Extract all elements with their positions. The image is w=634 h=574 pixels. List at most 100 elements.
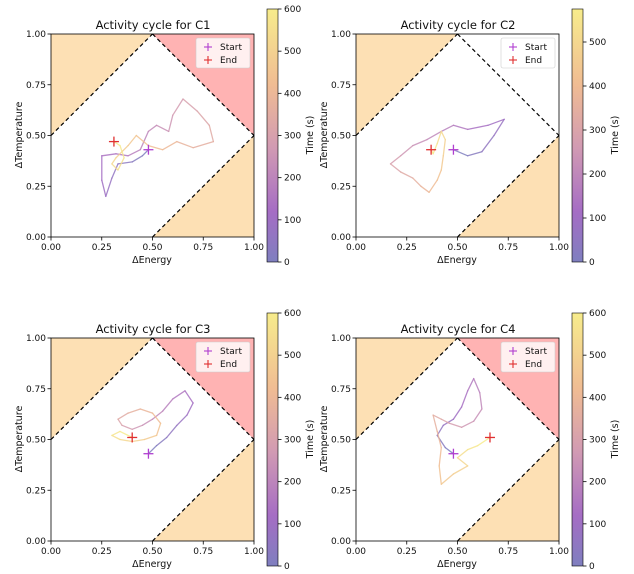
x-tick-label-c4: 0.50 <box>447 547 467 557</box>
trajectory-segment-c4 <box>473 377 481 394</box>
trajectory-segment-c3 <box>151 410 164 420</box>
colorbar-tick-label-c4: 100 <box>589 520 606 530</box>
y-tick-label-c3: 0.50 <box>26 436 46 446</box>
colorbar-c2: 0 100 200 300 400 500 <box>571 8 606 268</box>
y-axis-ticks-c4: 0.00 0.25 0.50 0.75 1.00 <box>331 334 356 547</box>
colorbar-tick-label-c3: 600 <box>284 309 301 319</box>
colorbar-tick-label-c4: 0 <box>589 562 595 572</box>
colorbar-tick-label-c1: 300 <box>284 132 301 142</box>
colorbar-tick-label-c4: 200 <box>589 478 606 488</box>
trajectory-segment-c4 <box>448 422 463 428</box>
y-tick-label-c3: 1.00 <box>26 334 46 344</box>
colorbar-tick-label-c1: 500 <box>284 47 301 57</box>
boundary-bottom-right-c1 <box>152 135 255 238</box>
trajectory-segment-c2 <box>420 185 430 193</box>
y-tick-label-c1: 0.00 <box>26 233 46 243</box>
plot-area-c4: Start End <box>355 337 560 542</box>
legend-end-label-c2: End <box>525 56 542 66</box>
trajectory-segment-c2 <box>400 144 414 157</box>
trajectory-segment-c4 <box>452 465 469 475</box>
trajectory-segment-c4 <box>460 390 469 408</box>
legend-end-marker-c2 <box>509 56 517 64</box>
trajectory-segment-c1 <box>111 163 119 171</box>
legend-c4: Start End <box>500 341 556 373</box>
trajectory-segment-c1 <box>105 177 113 198</box>
legend-end-label-c3: End <box>220 360 237 370</box>
trajectory-segment-c4 <box>436 430 442 449</box>
end-marker-c2 <box>426 144 437 155</box>
trajectory-segment-c3 <box>131 438 146 443</box>
colorbar-c4: 0 100 200 300 400 500 600 <box>571 309 606 572</box>
legend-c2: Start End <box>500 37 556 69</box>
x-tick-label-c3: 0.50 <box>142 547 162 557</box>
trajectory-segment-c1 <box>162 140 178 151</box>
x-tick-label-c1: 0.50 <box>142 243 162 253</box>
trajectory-segment-c1 <box>127 134 137 147</box>
trajectory-segment-c4 <box>456 448 469 459</box>
trajectory-segment-c3 <box>127 408 141 414</box>
end-marker-c3 <box>127 432 138 443</box>
trajectory-segment-c3 <box>186 402 194 416</box>
legend-end-label-c4: End <box>525 360 542 370</box>
trajectory-segment-c1 <box>141 149 150 157</box>
trajectory-segment-c1 <box>121 144 129 153</box>
trajectory-c3 <box>111 390 194 455</box>
trajectory-segment-c1 <box>147 124 158 133</box>
x-axis-ticks-c1: 0.00 0.25 0.50 0.75 1.00 <box>41 237 264 253</box>
legend-end-marker-c4 <box>509 360 517 368</box>
chart-panel-c4: Activity cycle for C4 Start End 0.00 0.25… <box>319 309 621 572</box>
colorbar-gradient-c1 <box>266 8 279 263</box>
x-tick-label-c4: 0.25 <box>397 547 417 557</box>
trajectory-segment-c4 <box>432 414 442 420</box>
chart-title-c2: Activity cycle for C2 <box>401 18 516 32</box>
y-tick-label-c1: 1.00 <box>26 30 46 40</box>
x-tick-label-c4: 0.75 <box>498 547 518 557</box>
x-tick-label-c3: 0.75 <box>193 547 213 557</box>
trajectory-segment-c1 <box>115 153 129 157</box>
trajectory-segment-c3 <box>176 414 188 426</box>
colorbar-gradient-c2 <box>571 8 584 263</box>
trajectory-c1 <box>101 98 215 198</box>
boundary-top-right-c4 <box>457 337 560 440</box>
y-tick-label-c2: 1.00 <box>331 30 351 40</box>
trajectory-segment-c2 <box>412 138 428 147</box>
y-tick-label-c4: 0.75 <box>331 385 351 395</box>
legend-start-label-c1: Start <box>220 43 242 53</box>
trajectory-segment-c3 <box>111 434 121 441</box>
colorbar-c3: 0 100 200 300 400 500 600 <box>266 309 301 572</box>
trajectory-segment-c4 <box>473 408 483 422</box>
trajectory-segment-c2 <box>452 124 469 131</box>
chart-title-c1: Activity cycle for C1 <box>96 18 211 32</box>
trajectory-segment-c2 <box>436 169 442 181</box>
legend-start-marker-c3 <box>204 347 212 355</box>
colorbar-tick-label-c3: 0 <box>284 562 290 572</box>
chart-title-c3: Activity cycle for C3 <box>96 322 211 336</box>
plot-area-c3: Start End <box>50 337 255 542</box>
colorbar-tick-label-c2: 500 <box>589 38 606 48</box>
trajectory-segment-c2 <box>452 149 469 157</box>
trajectory-segment-c3 <box>119 438 133 443</box>
boundary-bottom-right-c3 <box>152 439 255 542</box>
colorbar-gradient-c3 <box>266 312 279 567</box>
colorbar-ticks-c1: 0 100 200 300 400 500 600 <box>278 5 301 268</box>
trajectory-segment-c1 <box>155 124 170 133</box>
y-tick-label-c4: 1.00 <box>331 334 351 344</box>
colorbar-tick-label-c4: 400 <box>589 393 606 403</box>
trajectory-segment-c1 <box>135 134 150 147</box>
trajectory-segment-c4 <box>440 473 455 485</box>
x-tick-label-c2: 0.25 <box>397 243 417 253</box>
trajectory-segment-c2 <box>389 155 402 165</box>
y-axis-label-c1: ΔTemperature <box>14 102 25 169</box>
boundary-top-left-c2 <box>355 33 458 136</box>
trajectory-segment-c3 <box>162 398 174 412</box>
colorbar-tick-label-c1: 100 <box>284 216 301 226</box>
trajectory-segment-c2 <box>412 177 422 187</box>
x-tick-label-c1: 0.00 <box>41 243 61 253</box>
chart-title-c4: Activity cycle for C4 <box>401 322 516 336</box>
legend-c3: Start End <box>195 341 251 373</box>
y-tick-label-c2: 0.00 <box>331 233 351 243</box>
colorbar-tick-label-c2: 0 <box>589 258 595 268</box>
x-tick-label-c4: 0.00 <box>346 547 366 557</box>
colorbar-ticks-c3: 0 100 200 300 400 500 600 <box>278 309 301 572</box>
